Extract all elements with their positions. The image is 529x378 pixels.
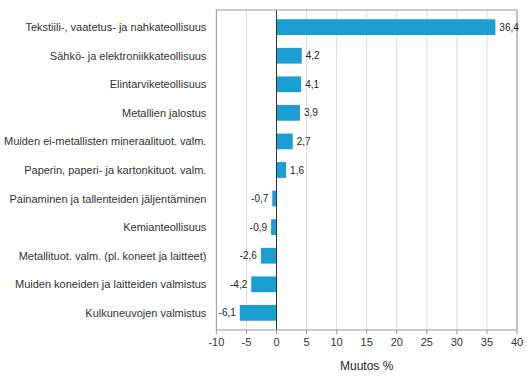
grid-line xyxy=(456,10,457,330)
category-label: Metallituot. valm. (pl. koneet ja laitte… xyxy=(19,250,207,262)
bar xyxy=(277,134,293,150)
bar xyxy=(277,48,302,64)
category-label: Muiden koneiden ja laitteiden valmistus xyxy=(15,278,207,290)
bar xyxy=(272,191,276,207)
data-label: -0,9 xyxy=(250,222,268,233)
bar xyxy=(277,162,287,178)
tick-label: 25 xyxy=(421,336,433,348)
category-label: Kulkuneuvojen valmistus xyxy=(85,307,207,319)
data-label: -2,6 xyxy=(240,250,258,261)
data-labels: -6,1 -4,2 -2,6 -0,9 -0,7 1,6 2,7 3,9 4,1 4,2 36,4 xyxy=(219,22,520,319)
grid-line xyxy=(426,10,427,330)
tick-mark xyxy=(456,330,457,334)
tick-mark xyxy=(336,330,337,334)
data-label: 4,2 xyxy=(306,50,320,61)
bar xyxy=(261,248,277,264)
data-label: -6,1 xyxy=(219,307,237,318)
tick-mark xyxy=(246,330,247,334)
bar xyxy=(271,219,276,235)
category-label: Tekstiili-, vaatetus- ja nahkateollisuus xyxy=(25,21,206,33)
data-label: 1,6 xyxy=(290,165,304,176)
grid-line xyxy=(276,10,277,330)
tick-mark xyxy=(517,330,518,334)
tick-mark xyxy=(396,330,397,334)
tick-label: 10 xyxy=(331,336,343,348)
plot-frame xyxy=(216,10,517,330)
chart-container: Kulkuneuvojen valmistus Muiden koneiden j… xyxy=(0,0,529,378)
tick-label: -10 xyxy=(208,336,224,348)
category-label: Painaminen ja tallenteiden jäljentäminen xyxy=(9,193,206,205)
category-label: Paperin, paperi- ja kartonkituot. valm. xyxy=(24,164,206,176)
data-label: 2,7 xyxy=(297,136,311,147)
tick-label: 35 xyxy=(481,336,493,348)
data-label: 3,9 xyxy=(304,107,318,118)
bars xyxy=(240,19,496,320)
tick-label: 40 xyxy=(511,336,523,348)
data-label: -4,2 xyxy=(230,279,248,290)
baseline xyxy=(276,10,277,330)
bar xyxy=(277,105,300,121)
data-label: -0,7 xyxy=(251,193,269,204)
tick-label: 0 xyxy=(273,336,279,348)
grid-line xyxy=(336,10,337,330)
grid xyxy=(216,10,517,330)
data-label: 36,4 xyxy=(499,22,519,33)
tick-mark xyxy=(216,330,217,334)
category-label: Kemianteollisuus xyxy=(123,221,207,233)
chart: Kulkuneuvojen valmistus Muiden koneiden j… xyxy=(0,0,529,378)
tick-label: 15 xyxy=(361,336,373,348)
category-label: Muiden ei-metallisten mineraalituot. val… xyxy=(4,135,206,147)
x-axis: -10 -5 0 5 10 15 20 25 30 35 40 xyxy=(208,330,523,348)
bar xyxy=(277,76,302,92)
category-label: Metallien jalostus xyxy=(122,107,207,119)
tick-mark xyxy=(276,330,277,334)
tick-label: 20 xyxy=(391,336,403,348)
category-label: Elintarviketeollisuus xyxy=(110,78,207,90)
category-label: Sähkö- ja elektroniikkateollisuus xyxy=(50,50,207,62)
bar xyxy=(277,19,496,35)
tick-mark xyxy=(366,330,367,334)
bar xyxy=(240,305,277,321)
y-axis: Kulkuneuvojen valmistus Muiden koneiden j… xyxy=(4,21,207,319)
tick-label: -5 xyxy=(242,336,252,348)
bar xyxy=(251,276,276,292)
data-label: 4,1 xyxy=(305,79,319,90)
grid-line xyxy=(396,10,397,330)
grid-line xyxy=(486,10,487,330)
tick-label: 30 xyxy=(451,336,463,348)
grid-line xyxy=(366,10,367,330)
tick-mark xyxy=(306,330,307,334)
tick-label: 5 xyxy=(304,336,310,348)
x-axis-label: Muutos % xyxy=(340,359,394,373)
tick-mark xyxy=(426,330,427,334)
tick-mark xyxy=(486,330,487,334)
